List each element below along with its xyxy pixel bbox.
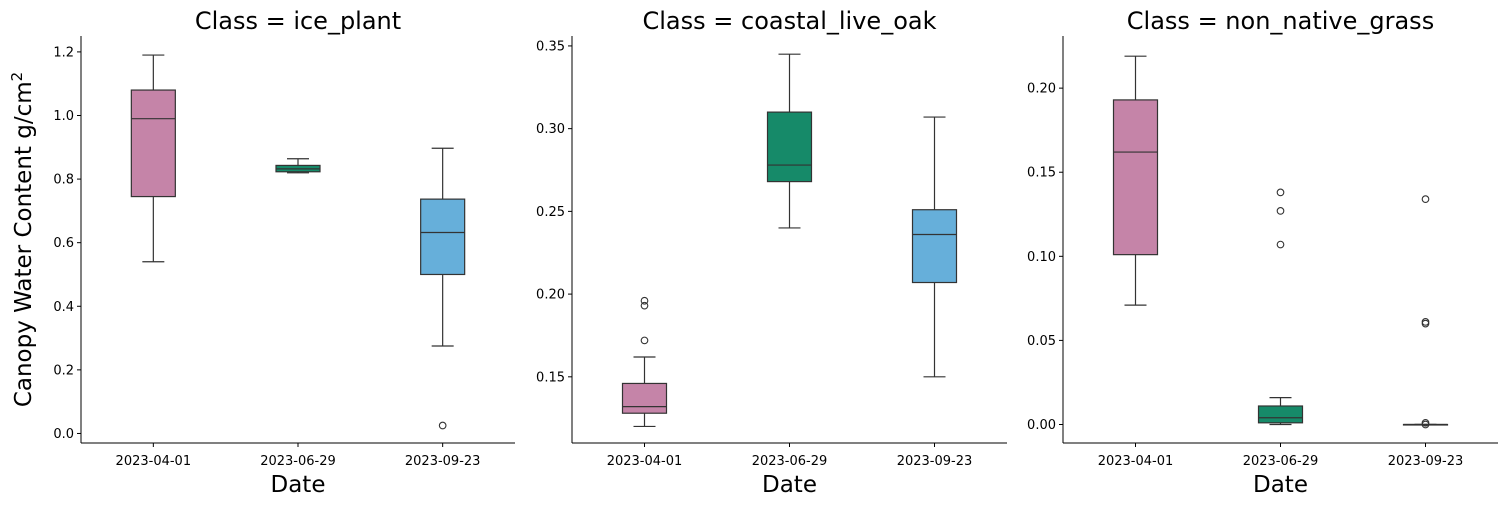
y-axis-label-text: Canopy Water Content g/cm: [11, 81, 37, 407]
y-tick-label: 0.10: [1027, 250, 1056, 265]
x-tick-label: 2023-04-01: [607, 454, 683, 469]
outlier-point: [438, 421, 447, 430]
chart-panel-2: Class = coastal_live_oak 0.15 0.20 0.25 0.30…: [536, 7, 1007, 498]
outlier-point: [1276, 188, 1285, 197]
chart-panel-3: Class = non_native_grass 0.00 0.05 0.10 0.15…: [1027, 7, 1498, 498]
y-tick-label: 0.20: [536, 288, 565, 303]
panel-title: Class = ice_plant: [195, 7, 401, 35]
iqr-box: [1257, 405, 1304, 424]
box-2023-06-29: [275, 158, 321, 174]
y-tick-label: 0.00: [1027, 418, 1056, 433]
outlier-point: [1276, 240, 1285, 249]
y-tick-label: 1.0: [53, 109, 74, 124]
y-tick-label: 0.30: [536, 122, 565, 137]
y-axis-label: Canopy Water Content g/cm2: [8, 72, 37, 407]
outlier-point: [1276, 207, 1285, 215]
y-tick-label: 0.15: [1027, 166, 1056, 181]
iqr-box: [621, 382, 668, 414]
y-tick-label: 0.15: [536, 370, 565, 385]
x-axis-label: Date: [1253, 472, 1308, 498]
x-tick-label: 2023-06-29: [752, 454, 828, 469]
x-tick-label: 2023-09-23: [897, 454, 973, 469]
outlier-point: [640, 301, 649, 310]
box-2023-06-29: [766, 53, 813, 229]
x-tick-label: 2023-06-29: [1243, 454, 1319, 469]
x-tick-label: 2023-04-01: [1098, 454, 1174, 469]
outlier-point: [1421, 318, 1430, 326]
outlier-point: [1421, 195, 1430, 203]
y-tick-label: 0.20: [1027, 82, 1056, 97]
y-tick-label: 0.8: [53, 173, 74, 188]
x-tick-label: 2023-09-23: [1388, 454, 1464, 469]
box-2023-04-01: [1112, 55, 1159, 306]
outlier-point: [1421, 418, 1430, 427]
box-2023-09-23: [420, 147, 466, 430]
box-2023-06-29: [1257, 188, 1304, 426]
y-tick-label: 0.4: [53, 300, 74, 315]
iqr-box: [130, 89, 176, 198]
iqr-box: [1112, 99, 1159, 256]
y-tick-label: 0.05: [1027, 334, 1056, 349]
iqr-box: [766, 111, 813, 183]
box-2023-09-23: [1402, 195, 1449, 429]
iqr-box: [911, 209, 958, 284]
box-2023-04-01: [130, 54, 176, 263]
panel-title: Class = coastal_live_oak: [643, 7, 937, 35]
y-tick-label: 0.35: [536, 39, 565, 54]
outlier-point: [640, 336, 649, 345]
chart-panel-1: Class = ice_plant 0.0 0.2 0.4 0.6 0.8 1.0 1.2 20…: [8, 7, 515, 498]
iqr-box: [420, 198, 466, 276]
x-tick-label: 2023-09-23: [405, 454, 481, 469]
box-2023-04-01: [621, 296, 668, 428]
y-tick-label: 0.0: [53, 427, 74, 442]
y-axis-label-superscript: 2: [8, 72, 26, 82]
y-tick-label: 0.25: [536, 205, 565, 220]
outlier-point: [640, 296, 649, 305]
y-tick-label: 0.2: [53, 363, 74, 378]
box-2023-09-23: [911, 116, 958, 378]
y-tick-label: 0.6: [53, 236, 74, 251]
y-tick-label: 1.2: [53, 45, 74, 60]
panel-title: Class = non_native_grass: [1127, 7, 1434, 35]
x-tick-label: 2023-06-29: [260, 454, 336, 469]
x-axis-label: Date: [271, 472, 326, 498]
x-axis-label: Date: [762, 472, 817, 498]
x-tick-label: 2023-04-01: [116, 454, 192, 469]
